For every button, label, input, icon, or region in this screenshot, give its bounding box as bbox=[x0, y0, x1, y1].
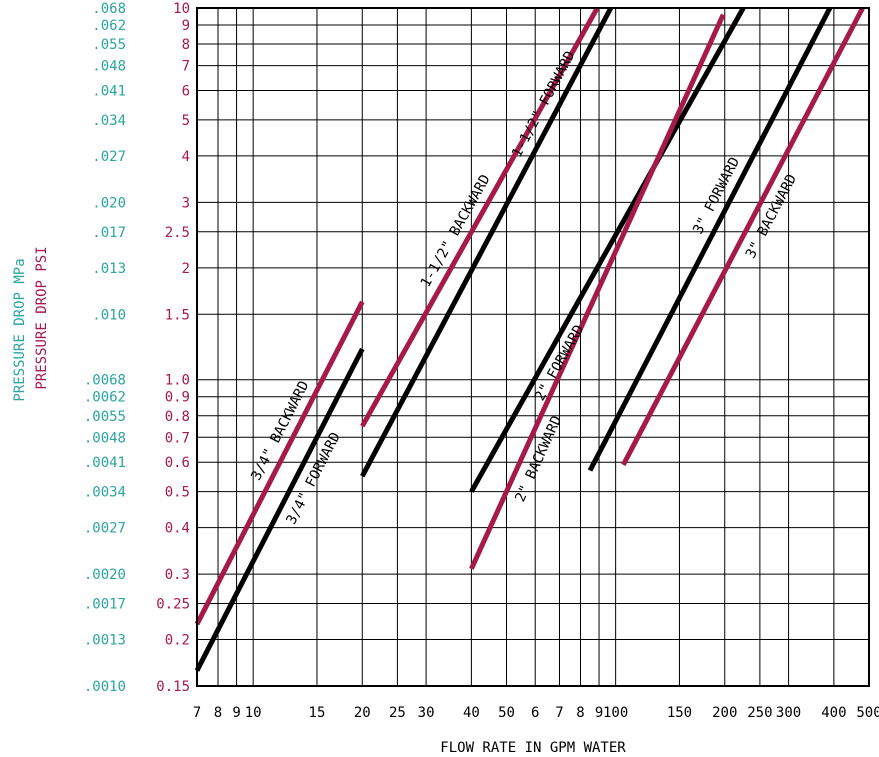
y-tick-label-psi: 7 bbox=[182, 59, 190, 75]
series-line-2-backward bbox=[469, 13, 726, 570]
x-tick-label: 400 bbox=[821, 705, 846, 721]
x-tick-label: 7 bbox=[193, 705, 201, 721]
x-tick-label: 6 bbox=[531, 705, 539, 721]
x-tick-label: 300 bbox=[776, 705, 801, 721]
y-tick-label-mpa: .013 bbox=[92, 261, 126, 277]
y-tick-label-mpa: .0034 bbox=[84, 485, 126, 501]
series-line-3-4-backward bbox=[194, 300, 365, 626]
y-tick-label-psi: 1.0 bbox=[165, 373, 190, 389]
y-tick-label-psi: 4 bbox=[182, 149, 190, 165]
x-tick-label: 30 bbox=[418, 705, 435, 721]
y-tick-label-mpa: .010 bbox=[92, 307, 126, 323]
y-tick-label-mpa: .0010 bbox=[84, 679, 126, 695]
y-tick-label-psi: 10 bbox=[173, 1, 190, 17]
x-tick-label: 25 bbox=[389, 705, 406, 721]
y-tick-label-psi: 6 bbox=[182, 83, 190, 99]
y-tick-label-psi: 0.2 bbox=[165, 633, 190, 649]
x-tick-label: 250 bbox=[747, 705, 772, 721]
x-tick-label: 7 bbox=[555, 705, 563, 721]
y-tick-label-psi: 8 bbox=[182, 37, 190, 53]
y-tick-label-psi: 0.15 bbox=[156, 679, 190, 695]
x-tick-label: 40 bbox=[463, 705, 480, 721]
y-tick-label-psi: 0.4 bbox=[165, 521, 190, 537]
y-tick-label-psi: 0.5 bbox=[165, 485, 190, 501]
series-line-1-1-2-forward bbox=[360, 6, 614, 478]
series-line-3-4-forward bbox=[194, 347, 365, 672]
y-axis-label-mpa: PRESSURE DROP MPa bbox=[12, 258, 28, 401]
y-tick-label-mpa: .062 bbox=[92, 18, 126, 34]
y-tick-label-mpa: .0062 bbox=[84, 390, 126, 406]
y-tick-label-psi: 9 bbox=[182, 18, 190, 34]
x-tick-label: 100 bbox=[603, 705, 628, 721]
x-tick-label: 500 bbox=[856, 705, 879, 721]
x-tick-label: 20 bbox=[354, 705, 371, 721]
x-tick-label: 8 bbox=[214, 705, 222, 721]
series-line-3-backward bbox=[621, 6, 865, 467]
axis-tick-labels: 7 8 9 10 15 20 25 30 40 50 6 7 8 9 100 150 200 250 300 400 5… bbox=[84, 1, 879, 721]
x-tick-label: 50 bbox=[498, 705, 515, 721]
y-tick-label-mpa: .0027 bbox=[84, 521, 126, 537]
series-lines bbox=[194, 6, 865, 672]
x-tick-label: 9 bbox=[232, 705, 240, 721]
y-tick-label-mpa: .0020 bbox=[84, 567, 126, 583]
y-tick-label-psi: 0.7 bbox=[165, 430, 190, 446]
y-tick-label-mpa: .017 bbox=[92, 225, 126, 241]
y-tick-label-mpa: .0048 bbox=[84, 430, 126, 446]
y-tick-label-psi: 5 bbox=[182, 113, 190, 129]
grid bbox=[196, 7, 870, 687]
y-tick-label-psi: 1.5 bbox=[165, 307, 190, 323]
x-tick-label: 150 bbox=[667, 705, 692, 721]
series-annotation: 1-1/2" BACKWARD bbox=[418, 172, 494, 290]
y-tick-label-mpa: .0013 bbox=[84, 633, 126, 649]
y-tick-label-mpa: .041 bbox=[92, 83, 126, 99]
plot-frame bbox=[196, 7, 870, 687]
y-axis-label-psi: PRESSURE DROP PSI bbox=[34, 246, 50, 389]
x-axis-label: FLOW RATE IN GPM WATER bbox=[440, 740, 626, 756]
y-tick-label-psi: 0.3 bbox=[165, 567, 190, 583]
y-tick-label-mpa: .0041 bbox=[84, 455, 126, 471]
y-tick-label-mpa: .068 bbox=[92, 1, 126, 17]
y-tick-label-psi: 0.8 bbox=[165, 409, 190, 425]
y-tick-label-mpa: .055 bbox=[92, 37, 126, 53]
y-tick-label-mpa: .027 bbox=[92, 149, 126, 165]
y-tick-label-psi: 0.6 bbox=[165, 455, 190, 471]
y-tick-label-mpa: .034 bbox=[92, 113, 126, 129]
x-tick-label: 10 bbox=[245, 705, 262, 721]
series-line-1-1-2-backward bbox=[360, 6, 600, 428]
y-tick-label-psi: 0.9 bbox=[165, 390, 190, 406]
y-tick-label-mpa: .020 bbox=[92, 195, 126, 211]
y-tick-label-psi: 0.25 bbox=[156, 597, 190, 613]
x-tick-label: 15 bbox=[309, 705, 326, 721]
y-tick-label-mpa: .0017 bbox=[84, 597, 126, 613]
y-tick-label-psi: 2 bbox=[182, 261, 190, 277]
y-tick-label-mpa: .0055 bbox=[84, 409, 126, 425]
x-tick-label: 200 bbox=[712, 705, 737, 721]
y-tick-label-psi: 3 bbox=[182, 195, 190, 211]
x-tick-label: 9 bbox=[595, 705, 603, 721]
series-line-2-forward bbox=[469, 6, 746, 493]
y-tick-label-mpa: .048 bbox=[92, 59, 126, 75]
x-tick-label: 8 bbox=[576, 705, 584, 721]
y-tick-label-mpa: .0068 bbox=[84, 373, 126, 389]
series-line-3-forward bbox=[587, 6, 833, 472]
y-tick-label-psi: 2.5 bbox=[165, 225, 190, 241]
